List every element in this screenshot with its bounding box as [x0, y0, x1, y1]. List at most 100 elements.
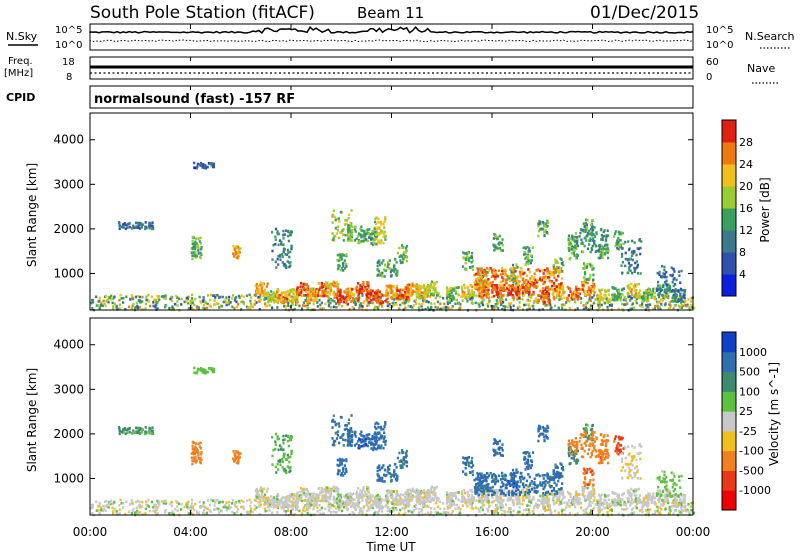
- colorbar-swatch: [722, 252, 736, 275]
- power-cell: [233, 307, 236, 310]
- velocity-cell: [320, 506, 323, 510]
- power-cell: [237, 254, 240, 258]
- velocity-cell: [330, 511, 333, 514]
- power-cell: [594, 235, 597, 238]
- power-cell: [261, 291, 264, 295]
- power-cell: [602, 230, 605, 234]
- velocity-cell: [333, 505, 336, 508]
- power-cell: [442, 297, 445, 300]
- velocity-cell: [517, 510, 520, 514]
- power-cell: [539, 276, 542, 279]
- power-cell: [630, 282, 633, 286]
- power-cell: [342, 254, 345, 257]
- velocity-cell: [523, 498, 526, 502]
- power-cell: [488, 284, 491, 288]
- power-cell: [378, 241, 381, 245]
- power-cell: [150, 295, 153, 299]
- power-cell: [559, 282, 563, 286]
- power-cell: [597, 299, 600, 302]
- power-cell: [465, 294, 468, 298]
- power-cell: [192, 245, 196, 249]
- power-cell: [511, 274, 514, 278]
- power-cell: [308, 301, 311, 305]
- power-cell: [481, 287, 484, 290]
- power-cell: [380, 231, 383, 235]
- power-cell: [657, 280, 660, 284]
- power-cell: [549, 270, 552, 274]
- velocity-cell: [518, 499, 521, 503]
- power-cell: [361, 229, 364, 233]
- velocity-cell: [259, 503, 262, 507]
- power-cell: [523, 250, 526, 254]
- velocity-cell: [295, 503, 298, 506]
- power-cell: [617, 307, 620, 311]
- power-cell: [248, 293, 251, 297]
- velocity-cell: [231, 502, 234, 505]
- power-cell: [197, 249, 200, 252]
- velocity-cell: [502, 506, 505, 509]
- power-cell: [342, 262, 345, 266]
- velocity-cell: [482, 503, 485, 507]
- date-label: 01/Dec/2015: [590, 3, 699, 23]
- velocity-cell: [248, 512, 252, 516]
- power-cell: [373, 227, 376, 231]
- power-cell: [309, 295, 312, 299]
- power-cell: [479, 278, 483, 281]
- power-cell: [393, 294, 396, 298]
- power-cell: [367, 300, 370, 304]
- power-cell: [218, 306, 221, 309]
- power-cell: [512, 280, 515, 284]
- velocity-cell: [227, 507, 231, 511]
- power-cell: [665, 283, 668, 287]
- power-cell: [555, 289, 558, 293]
- power-cell: [446, 300, 449, 304]
- velocity-cell: [254, 499, 257, 502]
- power-cell: [463, 257, 466, 260]
- power-cell: [627, 268, 631, 271]
- power-cell: [218, 296, 221, 299]
- power-cell: [503, 287, 506, 291]
- power-cell: [618, 244, 622, 247]
- velocity-cell: [417, 500, 420, 503]
- velocity-cell: [392, 500, 395, 503]
- velocity-cell: [261, 494, 264, 498]
- power-cell: [319, 286, 322, 289]
- power-cell: [388, 303, 391, 306]
- power-cell: [162, 295, 165, 298]
- power-cell: [138, 306, 141, 309]
- power-cell: [156, 294, 159, 298]
- power-cell: [611, 295, 614, 299]
- power-cell: [387, 266, 390, 270]
- power-cell: [479, 269, 483, 272]
- velocity-cell: [347, 498, 350, 502]
- velocity-cell: [228, 500, 231, 504]
- power-cell: [359, 302, 362, 305]
- power-cell: [593, 291, 596, 294]
- power-cell: [621, 252, 624, 256]
- power-cell: [130, 294, 133, 297]
- power-cell: [345, 298, 348, 302]
- power-cell: [641, 295, 644, 298]
- velocity-cell: [276, 502, 279, 505]
- power-cell: [302, 301, 305, 305]
- velocity-cell: [481, 504, 484, 507]
- power-cell: [366, 280, 369, 284]
- power-cell: [545, 231, 548, 234]
- velocity-cell: [425, 504, 429, 508]
- power-cell: [644, 296, 647, 299]
- power-cell: [406, 291, 409, 294]
- power-cell: [144, 225, 147, 229]
- power-cell: [548, 273, 551, 277]
- velocity-cell: [122, 506, 125, 509]
- velocity-cell: [478, 510, 481, 513]
- velocity-cell: [641, 510, 644, 514]
- velocity-cell: [273, 506, 276, 509]
- power-cell: [502, 272, 505, 276]
- power-cell: [237, 245, 240, 249]
- power-cell: [527, 262, 530, 266]
- power-cell: [329, 301, 332, 305]
- power-cell: [637, 247, 641, 251]
- power-cell: [343, 267, 347, 270]
- power-cell: [624, 257, 627, 261]
- power-cell: [554, 284, 557, 288]
